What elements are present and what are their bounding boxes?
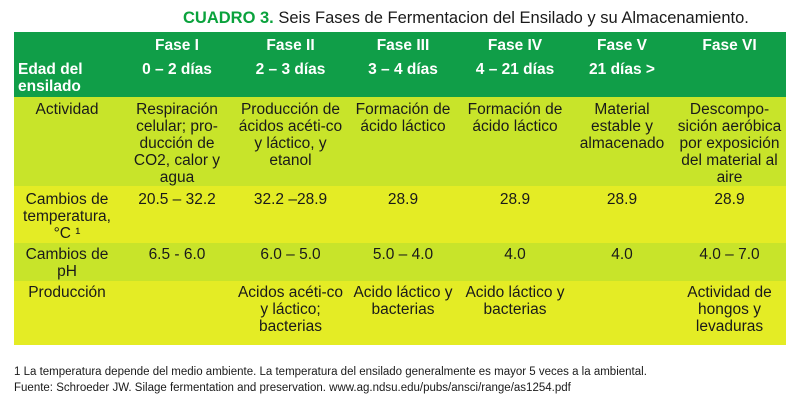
phase-header-3: Fase III <box>376 37 430 54</box>
table-cell: 4.0 – 7.0 <box>699 246 760 263</box>
table-row-production: Producción Acidos acéti-co y láctico; ba… <box>14 281 786 345</box>
table-cell: 4.0 <box>611 246 633 263</box>
age-header-1: 0 – 2 días <box>142 61 212 78</box>
row-label: Actividad <box>35 101 99 118</box>
header-row-ages: Edad del ensilado 0 – 2 días 2 – 3 días … <box>14 58 786 97</box>
row-label: Cambios de pH <box>25 246 109 280</box>
table-cell: Acido láctico y bacterias <box>353 284 453 318</box>
table-title: CUADRO 3. Seis Fases de Fermentacion del… <box>183 8 783 28</box>
row-label: Cambios de temperatura, °C ¹ <box>23 191 111 242</box>
table-cell: 32.2 –28.9 <box>253 191 328 208</box>
phase-header-6: Fase VI <box>702 37 757 54</box>
phase-header-5: Fase V <box>597 37 647 54</box>
table-cell: Descompo-sición aeróbica por exposición … <box>677 101 782 186</box>
table-cell: Formación de ácido láctico <box>355 101 451 135</box>
table-cell: 28.9 <box>387 191 419 208</box>
table-row-activity: Actividad Respiración celular; pro-ducci… <box>14 97 786 186</box>
header-row-phases: Fase I Fase II Fase III Fase IV Fase V F… <box>14 32 786 58</box>
table-cell: 6.0 – 5.0 <box>260 246 321 263</box>
table-cell: Respiración celular; pro-ducción de CO2,… <box>133 101 221 186</box>
age-header-2: 2 – 3 días <box>255 61 326 78</box>
phase-header-4: Fase IV <box>487 37 543 54</box>
table-cell: Acido láctico y bacterias <box>465 284 565 318</box>
age-header-6 <box>673 58 786 97</box>
age-header-4: 4 – 21 días <box>475 61 555 78</box>
table-row-temperature: Cambios de temperatura, °C ¹ 20.5 – 32.2… <box>14 186 786 243</box>
table-cell: Producción de ácidos acéti-co y láctico,… <box>238 101 343 169</box>
table-cell: 5.0 – 4.0 <box>372 246 434 263</box>
silage-age-label: Edad del ensilado <box>18 61 83 95</box>
phase-header-2: Fase II <box>266 37 315 54</box>
phase-header-1: Fase I <box>155 37 199 54</box>
fermentation-phases-table: Fase I Fase II Fase III Fase IV Fase V F… <box>14 32 786 345</box>
table-title-text: Seis Fases de Fermentacion del Ensilado … <box>273 9 749 27</box>
table-number-label: CUADRO 3. <box>183 9 274 27</box>
table-cell: 28.9 <box>714 191 745 208</box>
table-cell: 4.0 <box>504 246 526 263</box>
temperature-footnote: 1 La temperatura depende del medio ambie… <box>14 366 647 378</box>
table-cell <box>571 281 673 345</box>
age-header-3: 3 – 4 días <box>368 61 438 78</box>
table-cell: 28.9 <box>606 191 638 208</box>
table-row-ph: Cambios de pH 6.5 - 6.0 6.0 – 5.0 5.0 – … <box>14 243 786 281</box>
table-cell: Acidos acéti-co y láctico; bacterias <box>237 284 344 335</box>
source-footnote: Fuente: Schroeder JW. Silage fermentatio… <box>14 382 571 394</box>
footnotes: 1 La temperatura depende del medio ambie… <box>14 364 794 396</box>
table-cell: 28.9 <box>499 191 531 208</box>
table-cell: 6.5 - 6.0 <box>148 246 206 263</box>
header-corner-blank <box>14 32 120 58</box>
table-cell: Material estable y almacenado <box>579 101 665 152</box>
table-cell: Actividad de hongos y levaduras <box>687 284 772 335</box>
age-header-5: 21 días > <box>589 61 655 78</box>
table-cell <box>120 281 234 345</box>
table-cell: Formación de ácido láctico <box>467 101 563 135</box>
row-label: Producción <box>28 284 106 301</box>
table-cell: 20.5 – 32.2 <box>138 191 216 208</box>
